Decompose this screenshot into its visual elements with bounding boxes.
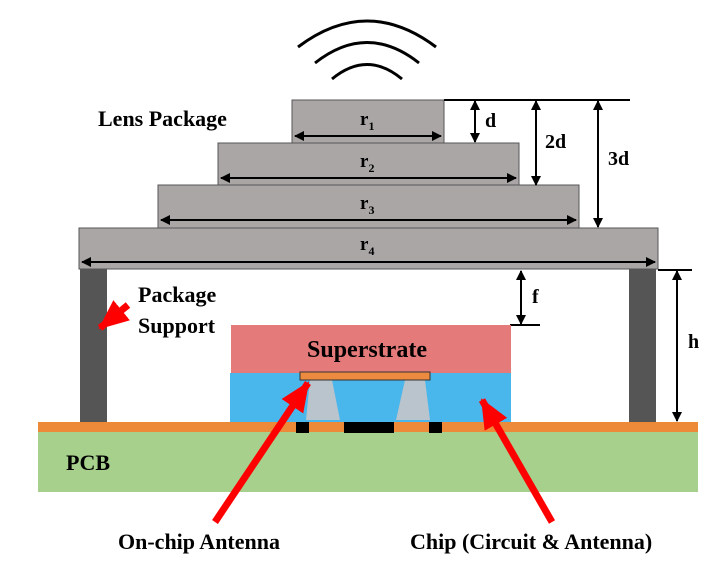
package-support-left <box>80 268 107 422</box>
pcb-label: PCB <box>66 450 110 475</box>
package-support-label-line2: Support <box>138 313 216 338</box>
chip-label: Chip (Circuit & Antenna) <box>410 529 652 554</box>
r1-label: r1 <box>360 109 374 133</box>
solder-bump-1 <box>296 422 309 433</box>
pcb-board <box>38 432 698 492</box>
3d-label: 3d <box>608 148 629 170</box>
on-chip-antenna-label: On-chip Antenna <box>118 529 280 554</box>
h-label: h <box>688 331 699 353</box>
on-chip-antenna <box>299 371 431 381</box>
via-left <box>306 380 340 420</box>
2d-label: 2d <box>545 131 566 153</box>
on-chip-antenna-pointer-arrow <box>212 381 311 524</box>
r2-label: r2 <box>360 151 374 175</box>
package-support-label-line1: Package <box>138 282 216 307</box>
solder-bump-2 <box>344 422 394 433</box>
package-support-pointer-arrow <box>97 300 131 331</box>
solder-bump-3 <box>429 422 442 433</box>
r3-label: r3 <box>360 193 374 217</box>
lens-package-label: Lens Package <box>98 106 227 131</box>
chip <box>230 373 511 422</box>
r4-label: r4 <box>360 234 374 258</box>
d-label: d <box>485 110 496 132</box>
superstrate-label: Superstrate <box>307 337 427 363</box>
wireless-signal-icon <box>297 19 437 81</box>
via-right <box>396 380 430 420</box>
chip-pointer-arrow <box>478 398 556 524</box>
package-support-right <box>629 268 656 422</box>
superstrate <box>231 325 511 373</box>
f-label: f <box>532 286 539 308</box>
